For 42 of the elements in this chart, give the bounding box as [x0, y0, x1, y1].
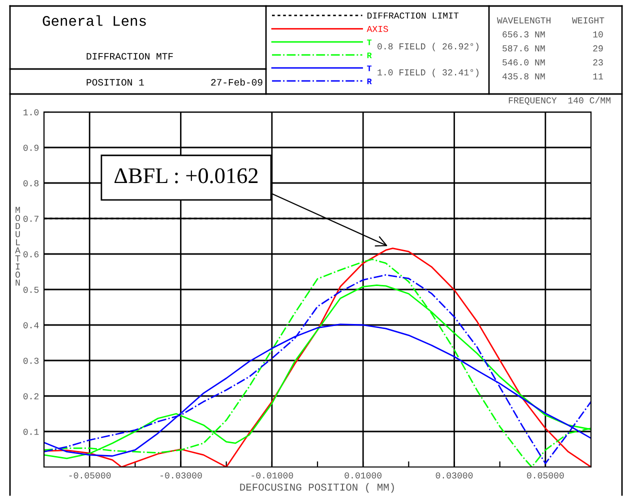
ref-line-label: DIFFRACTION LIMIT — [368, 12, 459, 19]
y-tick-label: 0.5 — [23, 286, 39, 293]
text: 10 — [593, 31, 603, 38]
text: 435.8 NM — [502, 73, 545, 80]
text: T — [367, 40, 372, 46]
y-tick-label: 0.8 — [23, 180, 39, 186]
text: MODULATION — [15, 206, 20, 286]
text: 0.8 FIELD ( 26.92°) — [378, 42, 478, 52]
text: WEIGHT — [572, 17, 604, 24]
text: 11 — [593, 73, 603, 80]
y-tick-label: 0.3 — [23, 358, 39, 364]
chart-subtitle: DIFFRACTION MTF — [86, 53, 173, 60]
x-axis-title: DEFOCUSING POSITION ( MM) — [240, 483, 394, 493]
text: 656.3 NM — [502, 31, 545, 38]
y-tick-label: 1.0 — [24, 109, 39, 116]
text: POSITION 1 — [86, 79, 144, 86]
x-tick-label: -0.05000 — [69, 472, 111, 478]
text: 546.0 NM — [502, 59, 545, 66]
text: R — [367, 78, 372, 84]
x-tick-label: -0.01000 — [252, 472, 294, 478]
y-tick-label: 0.7 — [23, 216, 38, 222]
x-tick-label: -0.03000 — [160, 472, 202, 478]
text: AXIS — [366, 26, 388, 32]
text: 27-Feb-09 — [211, 78, 262, 86]
x-tick-label: 0.03000 — [436, 472, 473, 478]
y-tick-label: 0.4 — [23, 322, 39, 328]
x-tick-label: 0.05000 — [527, 472, 564, 478]
y-tick-label: 0.9 — [23, 144, 39, 151]
text: 587.6 NM — [502, 45, 545, 52]
text: WAVELENGTH — [497, 17, 550, 24]
annotation: ΔBFL : +0.0162 — [114, 168, 258, 184]
text: R — [367, 52, 372, 58]
text: 23 — [593, 59, 603, 66]
chart-title: General Lens — [42, 15, 146, 26]
y-tick-label: 0.2 — [23, 393, 38, 400]
y-tick-label: 0.6 — [23, 251, 39, 258]
text: FREQUENCY 140 C/MM — [508, 96, 610, 106]
text: 29 — [593, 45, 603, 52]
y-tick-label: 0.1 — [23, 428, 39, 435]
text: T — [367, 66, 372, 72]
text: 1.0 FIELD ( 32.41°) — [378, 68, 478, 78]
x-tick-label: 0.01000 — [344, 472, 382, 478]
